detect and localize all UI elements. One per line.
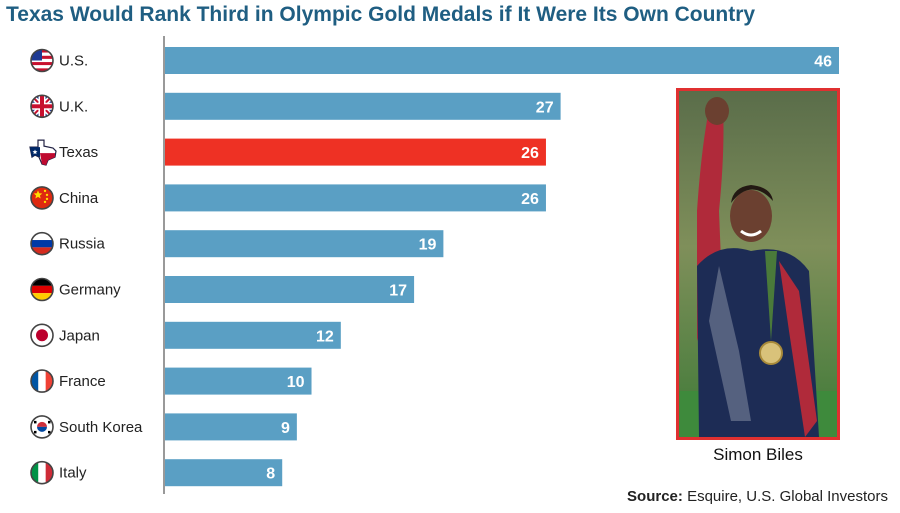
bar-row: Germany 17 <box>30 276 415 303</box>
bar <box>165 367 312 395</box>
athlete-photo <box>679 91 837 437</box>
bar <box>165 138 546 166</box>
value-label: 19 <box>419 237 437 254</box>
chart-title: Texas Would Rank Third in Olympic Gold M… <box>6 3 756 26</box>
bar-row: Italy 8 <box>30 459 283 487</box>
value-label: 26 <box>521 191 539 208</box>
bar <box>165 459 283 487</box>
value-label: 12 <box>316 328 334 345</box>
category-label: Germany <box>59 282 121 299</box>
bar-row: France 10 <box>30 367 312 395</box>
category-label: South Korea <box>59 419 143 436</box>
value-label: 9 <box>281 420 290 437</box>
value-label: 17 <box>389 283 407 300</box>
bar-row: Texas 26 <box>29 138 546 166</box>
bar-row: U.S. 46 <box>30 47 839 74</box>
category-label: U.S. <box>59 53 88 70</box>
category-label: Texas <box>59 144 98 161</box>
south-korea-flag-icon <box>30 415 54 439</box>
value-label: 46 <box>814 54 832 71</box>
texas-flag-icon <box>29 139 57 166</box>
bar-row: China 26 <box>30 184 546 212</box>
value-label: 10 <box>287 374 305 391</box>
value-label: 8 <box>266 466 275 483</box>
value-label: 26 <box>521 145 539 162</box>
bar <box>165 230 444 258</box>
bar <box>165 47 839 74</box>
category-label: Italy <box>59 465 87 482</box>
uk-flag-icon <box>30 94 54 119</box>
bar-row: Japan 12 <box>30 321 341 349</box>
category-label: U.K. <box>59 98 88 115</box>
bar-row: South Korea 9 <box>30 413 297 441</box>
photo-frame <box>676 88 840 440</box>
category-label: Russia <box>59 236 106 253</box>
france-flag-icon <box>30 369 54 393</box>
category-label: China <box>59 190 99 207</box>
value-label: 27 <box>536 99 554 116</box>
bar <box>165 321 341 349</box>
japan-flag-icon <box>30 323 54 348</box>
germany-flag-icon <box>30 277 54 302</box>
bar <box>165 413 297 441</box>
russia-flag-icon <box>30 231 54 256</box>
bar <box>165 92 561 120</box>
photo-caption: Simon Biles <box>713 445 803 464</box>
bar <box>165 184 546 212</box>
source-text: Esquire, U.S. Global Investors <box>682 488 888 505</box>
bar-row: U.K. 27 <box>30 92 561 120</box>
category-label: France <box>59 373 106 390</box>
china-flag-icon <box>30 186 54 210</box>
italy-flag-icon <box>30 460 54 485</box>
source-label: Source: <box>627 488 683 505</box>
source-note: Source: Esquire, U.S. Global Investors <box>627 488 888 505</box>
category-label: Japan <box>59 327 100 344</box>
bar <box>165 276 415 303</box>
us-flag-icon <box>30 48 54 73</box>
bar-row: Russia 19 <box>30 230 444 258</box>
